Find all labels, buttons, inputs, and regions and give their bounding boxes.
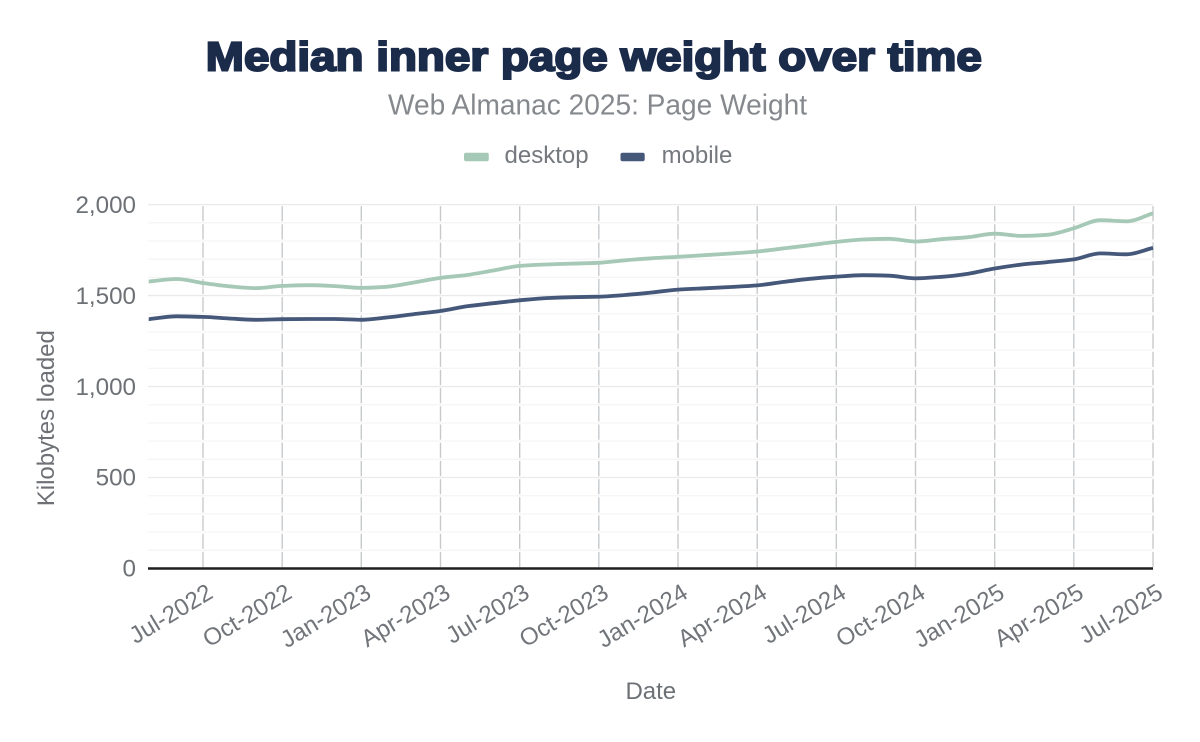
svg-text:0: 0 — [123, 556, 136, 583]
svg-text:1,000: 1,000 — [75, 374, 136, 401]
svg-text:1,500: 1,500 — [75, 283, 136, 310]
svg-text:500: 500 — [96, 465, 136, 492]
svg-text:Apr-2023: Apr-2023 — [356, 579, 455, 653]
svg-text:Kilobytes loaded: Kilobytes loaded — [33, 330, 60, 506]
svg-text:Jan-2023: Jan-2023 — [276, 579, 376, 654]
svg-text:Apr-2024: Apr-2024 — [673, 579, 772, 653]
svg-text:desktop: desktop — [505, 142, 589, 169]
svg-text:Date: Date — [625, 678, 676, 705]
svg-text:Median inner page weight over: Median inner page weight over time — [206, 33, 982, 79]
svg-text:Web Almanac 2025: Page Weight: Web Almanac 2025: Page Weight — [388, 89, 807, 121]
svg-text:Jul-2025: Jul-2025 — [1075, 579, 1168, 650]
svg-text:2,000: 2,000 — [75, 192, 136, 219]
svg-text:Jan-2025: Jan-2025 — [910, 579, 1010, 654]
svg-text:mobile: mobile — [662, 142, 733, 169]
svg-text:Apr-2025: Apr-2025 — [990, 579, 1089, 653]
svg-text:Jan-2024: Jan-2024 — [593, 579, 693, 654]
